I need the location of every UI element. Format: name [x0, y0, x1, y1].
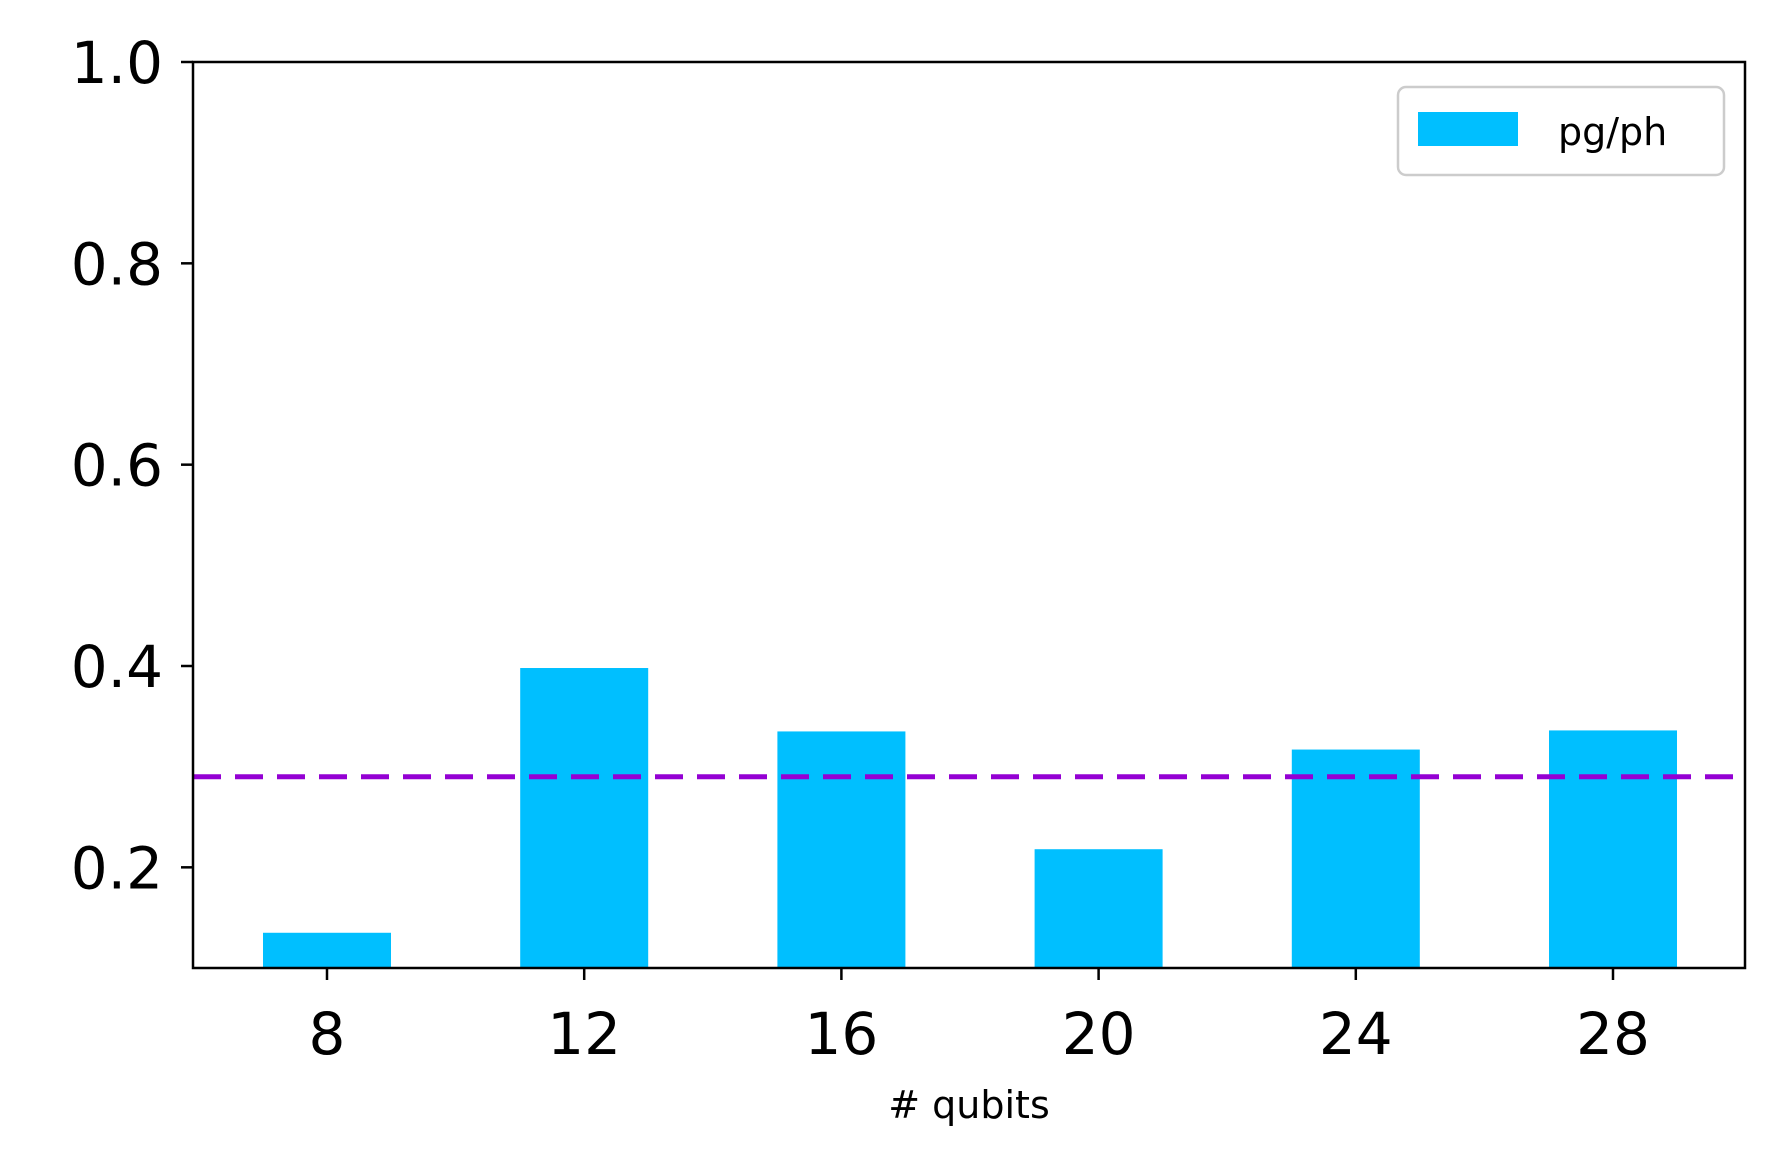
y-tick-label: 0.6 — [71, 432, 163, 500]
y-tick-label: 0.4 — [71, 633, 163, 701]
legend-swatch — [1418, 112, 1518, 146]
bar-12 — [520, 668, 649, 968]
y-axis-ticks: 0.2 0.4 0.6 0.8 1.0 — [71, 29, 193, 902]
y-tick-label: 0.8 — [71, 230, 163, 298]
bar-8 — [263, 932, 391, 968]
x-axis-ticks: 8 12 16 20 24 28 — [309, 968, 1650, 1068]
bars-group — [263, 668, 1677, 968]
y-tick-label: 0.2 — [71, 834, 163, 902]
x-tick-label: 20 — [1062, 1000, 1136, 1068]
legend: pg/ph — [1396, 85, 1726, 177]
bar-16 — [777, 731, 906, 968]
x-tick-label: 8 — [309, 1000, 346, 1068]
x-tick-label: 28 — [1576, 1000, 1650, 1068]
x-tick-label: 16 — [804, 1000, 878, 1068]
bar-28 — [1549, 730, 1677, 968]
plot-frame — [191, 60, 1747, 970]
bar-24 — [1291, 749, 1420, 968]
legend-box — [1396, 85, 1726, 177]
y-tick-label: 1.0 — [71, 29, 163, 97]
x-axis-label: # qubits — [888, 1083, 1050, 1127]
legend-label: pg/ph — [1558, 110, 1667, 154]
x-tick-label: 12 — [547, 1000, 621, 1068]
x-tick-label: 24 — [1319, 1000, 1393, 1068]
bar-20 — [1034, 849, 1163, 968]
